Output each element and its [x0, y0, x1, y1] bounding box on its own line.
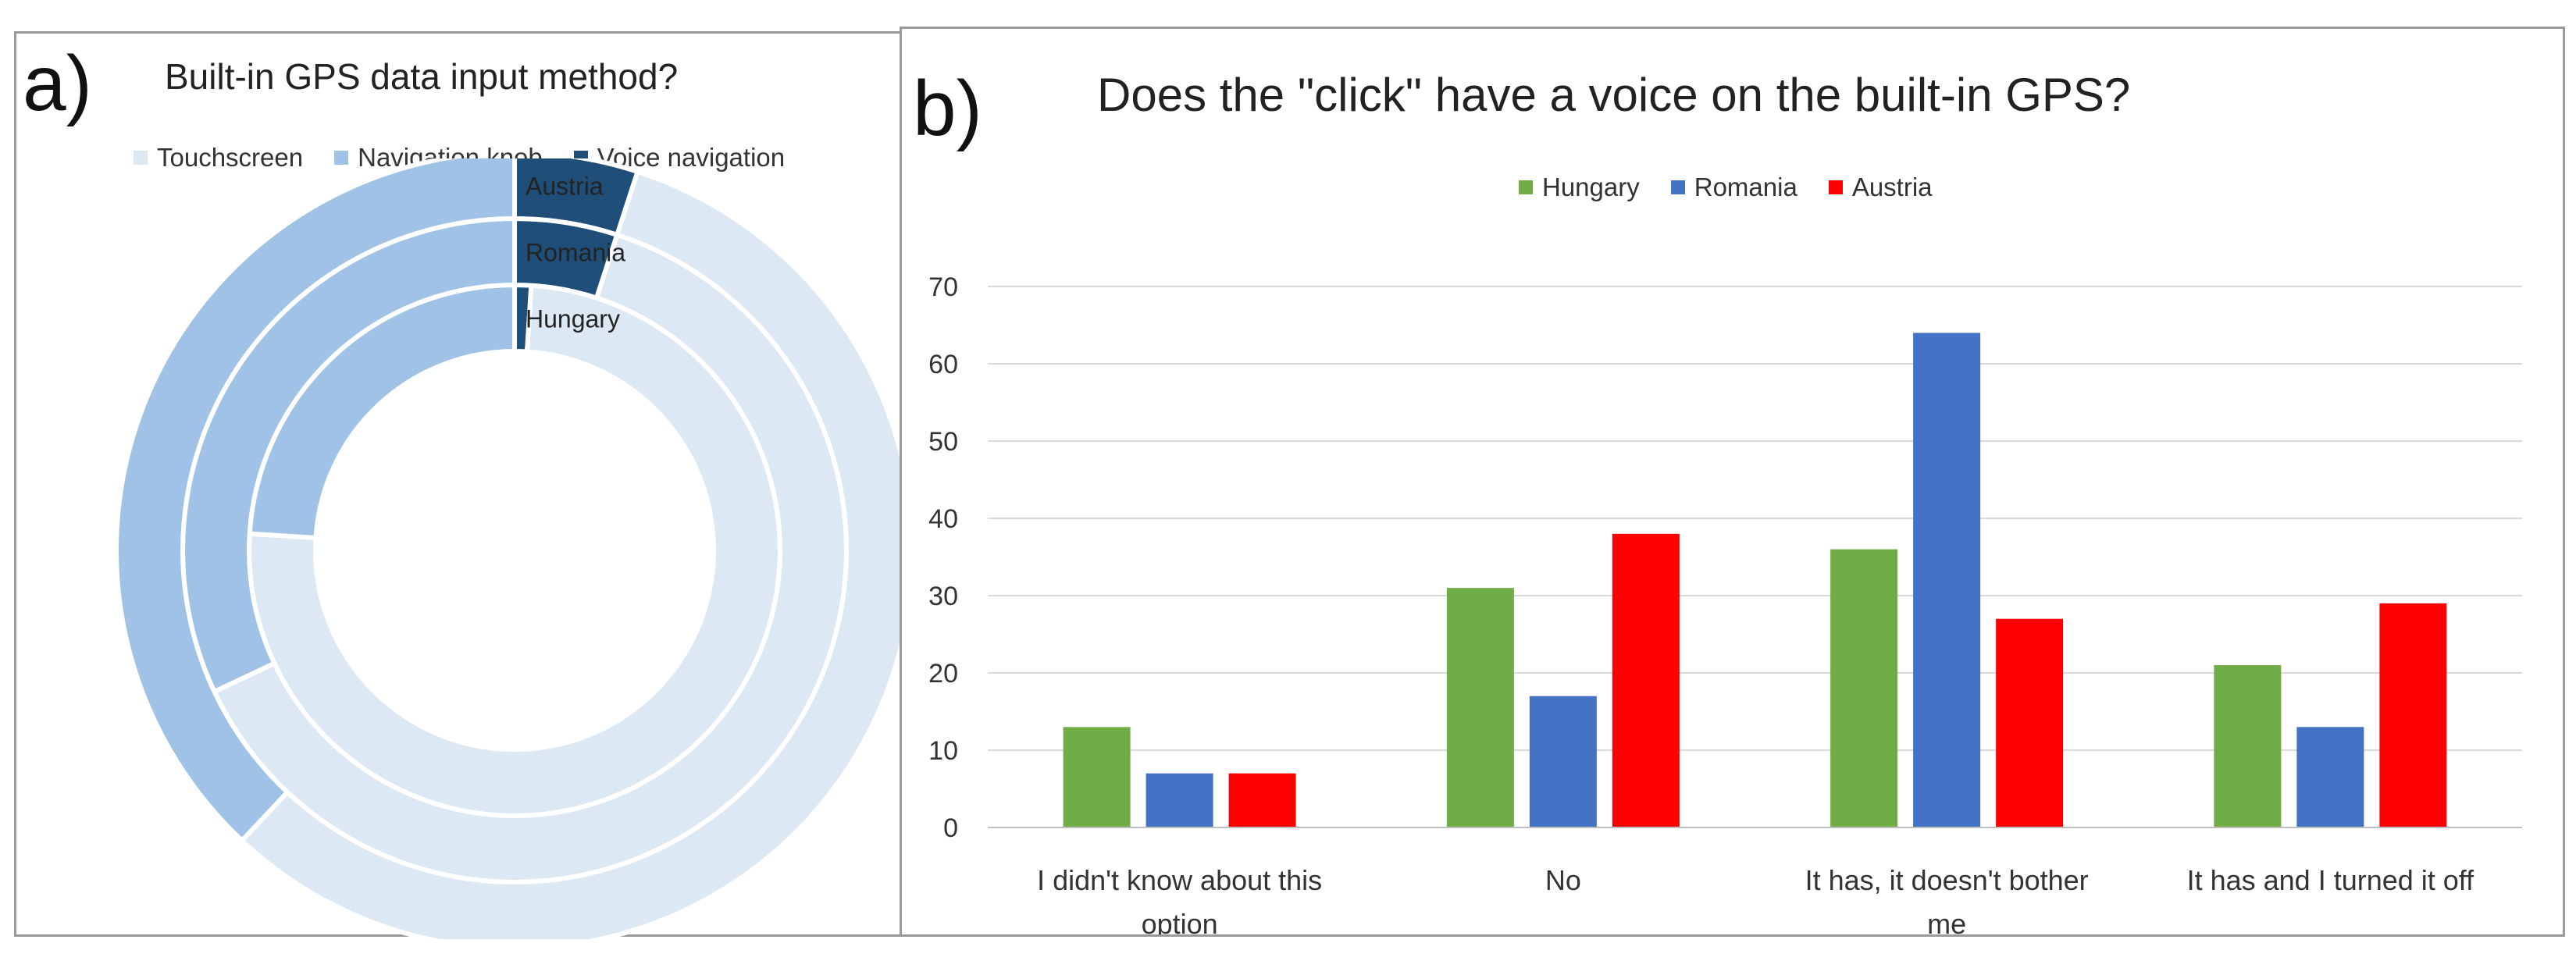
- legend-item-touchscreen: Touchscreen: [134, 143, 303, 173]
- y-tick-label: 60: [928, 350, 958, 379]
- bar-romania-1: [1529, 696, 1597, 827]
- x-tick-label-line: I didn't know about this: [1037, 864, 1322, 896]
- legend-swatch: [1670, 180, 1685, 194]
- legend-swatch: [134, 151, 148, 165]
- bar-chart: 0 10 20 30 40 50 60 70 I didn't know about this o…: [928, 272, 2522, 934]
- legend-label: Austria: [1851, 173, 1933, 201]
- legend-swatch: [1519, 180, 1533, 194]
- y-tick-label: 20: [928, 659, 958, 689]
- ring-label-romania: Romania: [526, 239, 625, 267]
- ring-label-austria: Austria: [526, 173, 604, 201]
- donut-chart-title: Built-in GPS data input method?: [165, 56, 679, 97]
- y-tick-label: 0: [943, 813, 958, 843]
- bar-romania-2: [1913, 333, 1981, 827]
- panel-b-letter: b): [913, 65, 982, 152]
- bar-legend: Hungary Romania Austria: [1519, 173, 1933, 202]
- bar-hungary-0: [1063, 727, 1131, 827]
- y-tick-label: 40: [928, 504, 958, 534]
- bar-chart-title: Does the "click" have a voice on the bui…: [1097, 69, 2131, 121]
- donut-chart: Hungary Romania Austria: [114, 158, 905, 939]
- donut-legend: Touchscreen Navigation knob Voice navigati…: [134, 143, 785, 173]
- legend-label: Romania: [1694, 173, 1797, 201]
- x-tick-label: No: [1545, 864, 1581, 896]
- x-tick-label-line: option: [1142, 908, 1218, 934]
- legend-label: Hungary: [1542, 173, 1640, 201]
- bar-hungary-2: [1830, 549, 1898, 827]
- panel-a: a) Built-in GPS data input method? Touch…: [14, 31, 905, 939]
- panel-a-letter: a): [23, 40, 92, 127]
- y-tick-label: 70: [928, 272, 958, 302]
- donut-slice-austria-touchscreen: [238, 169, 905, 939]
- x-tick-label: It has and I turned it off: [2187, 864, 2475, 896]
- x-tick-label-line: It has, it doesn't bother: [1805, 864, 2089, 896]
- bar-hungary-3: [2214, 665, 2282, 827]
- legend-item-romania: Romania: [1670, 173, 1797, 202]
- legend-swatch: [1828, 180, 1843, 194]
- bar-romania-3: [2296, 727, 2364, 827]
- bar-austria-0: [1228, 773, 1296, 827]
- x-tick-label: I didn't know about this option: [1037, 864, 1322, 934]
- panel-b: b) Does the "click" have a voice on the …: [900, 27, 2565, 937]
- donut-slice-austria-navigation-knob: [114, 158, 517, 845]
- y-tick-label: 50: [928, 427, 958, 457]
- x-tick-label: It has, it doesn't bother me: [1805, 864, 2089, 934]
- y-tick-label: 30: [928, 582, 958, 611]
- bar-austria-2: [1996, 618, 2064, 827]
- legend-label: Touchscreen: [157, 143, 304, 172]
- bar-hungary-1: [1446, 588, 1514, 827]
- legend-swatch: [334, 151, 349, 165]
- legend-item-hungary: Hungary: [1519, 173, 1640, 202]
- bar-austria-1: [1612, 533, 1680, 827]
- bar-romania-0: [1145, 773, 1213, 827]
- x-tick-label-line: No: [1545, 864, 1581, 896]
- y-tick-label: 10: [928, 736, 958, 766]
- x-tick-label-line: It has and I turned it off: [2187, 864, 2475, 896]
- legend-item-austria: Austria: [1828, 173, 1933, 202]
- x-tick-label-line: me: [1927, 908, 1966, 934]
- bar-austria-3: [2379, 603, 2447, 827]
- ring-label-hungary: Hungary: [526, 305, 620, 333]
